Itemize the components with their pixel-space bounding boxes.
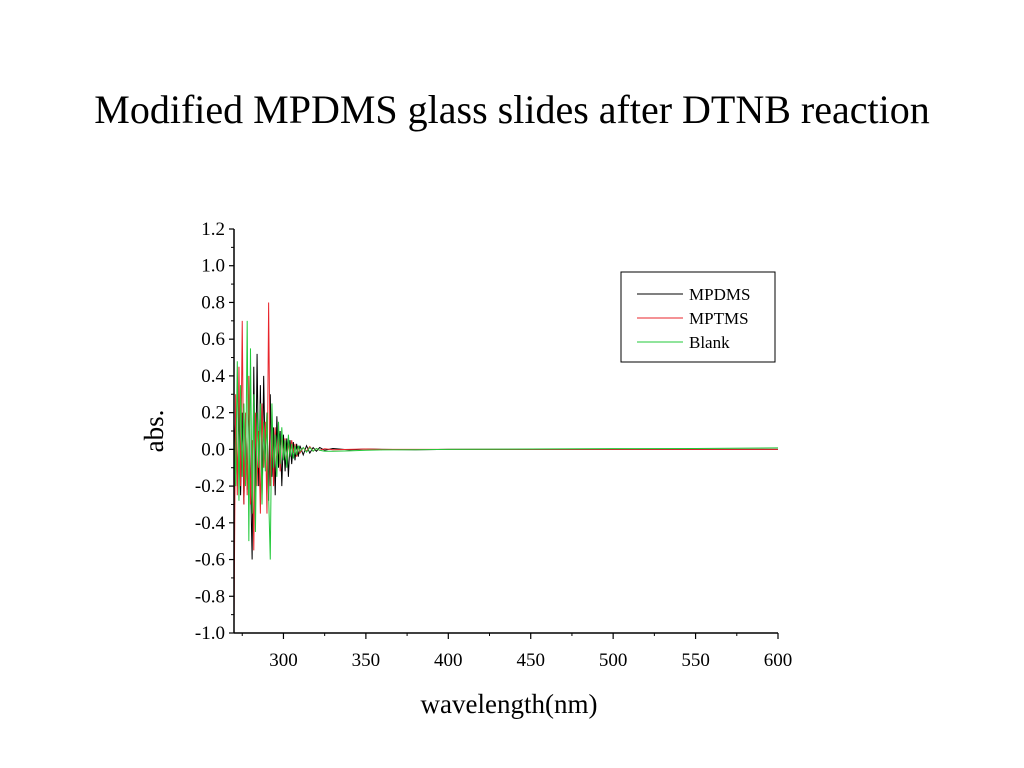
x-tick-label: 600 xyxy=(764,650,793,671)
y-axis-label: abs. xyxy=(139,410,169,453)
legend-label-blank: Blank xyxy=(689,333,730,352)
legend-box xyxy=(620,271,776,363)
series-line-blank xyxy=(234,320,778,560)
y-tick-label: 0.4 xyxy=(201,366,225,387)
x-tick-label: 450 xyxy=(516,650,545,671)
y-tick-label: 0.2 xyxy=(201,403,225,424)
series-line-mpdms xyxy=(234,353,778,560)
x-tick-label: 300 xyxy=(269,650,298,671)
legend-label-mpdms: MPDMS xyxy=(689,285,750,304)
y-tick-label: 0.6 xyxy=(201,329,225,350)
legend-label-mptms: MPTMS xyxy=(689,309,749,328)
legend: MPDMS MPTMS Blank xyxy=(620,271,776,363)
y-tick-label: 0.0 xyxy=(201,439,225,460)
y-tick-label: -0.6 xyxy=(195,550,225,571)
y-tick-label: 1.2 xyxy=(201,219,225,240)
y-tick-label: -1.0 xyxy=(195,623,225,644)
x-tick-label: 350 xyxy=(352,650,381,671)
y-tick-label: -0.2 xyxy=(195,476,225,497)
series-layer xyxy=(234,302,778,624)
y-tick-label: 0.8 xyxy=(201,292,225,313)
x-tick-label: 500 xyxy=(599,650,628,671)
slide-title: Modified MPDMS glass slides after DTNB r… xyxy=(94,87,930,132)
y-tick-label: -0.4 xyxy=(195,513,226,534)
x-axis-label: wavelength(nm) xyxy=(421,689,598,719)
y-tick-label: 1.0 xyxy=(201,256,225,277)
axes-layer: -1.0 -0.8 -0.6 -0.4 -0.2 0.0 0.2 0.4 0.6 0.8 1.0 1.… xyxy=(139,219,792,719)
x-tick-label: 550 xyxy=(681,650,710,671)
x-tick-label: 400 xyxy=(434,650,463,671)
y-tick-label: -0.8 xyxy=(195,586,225,607)
